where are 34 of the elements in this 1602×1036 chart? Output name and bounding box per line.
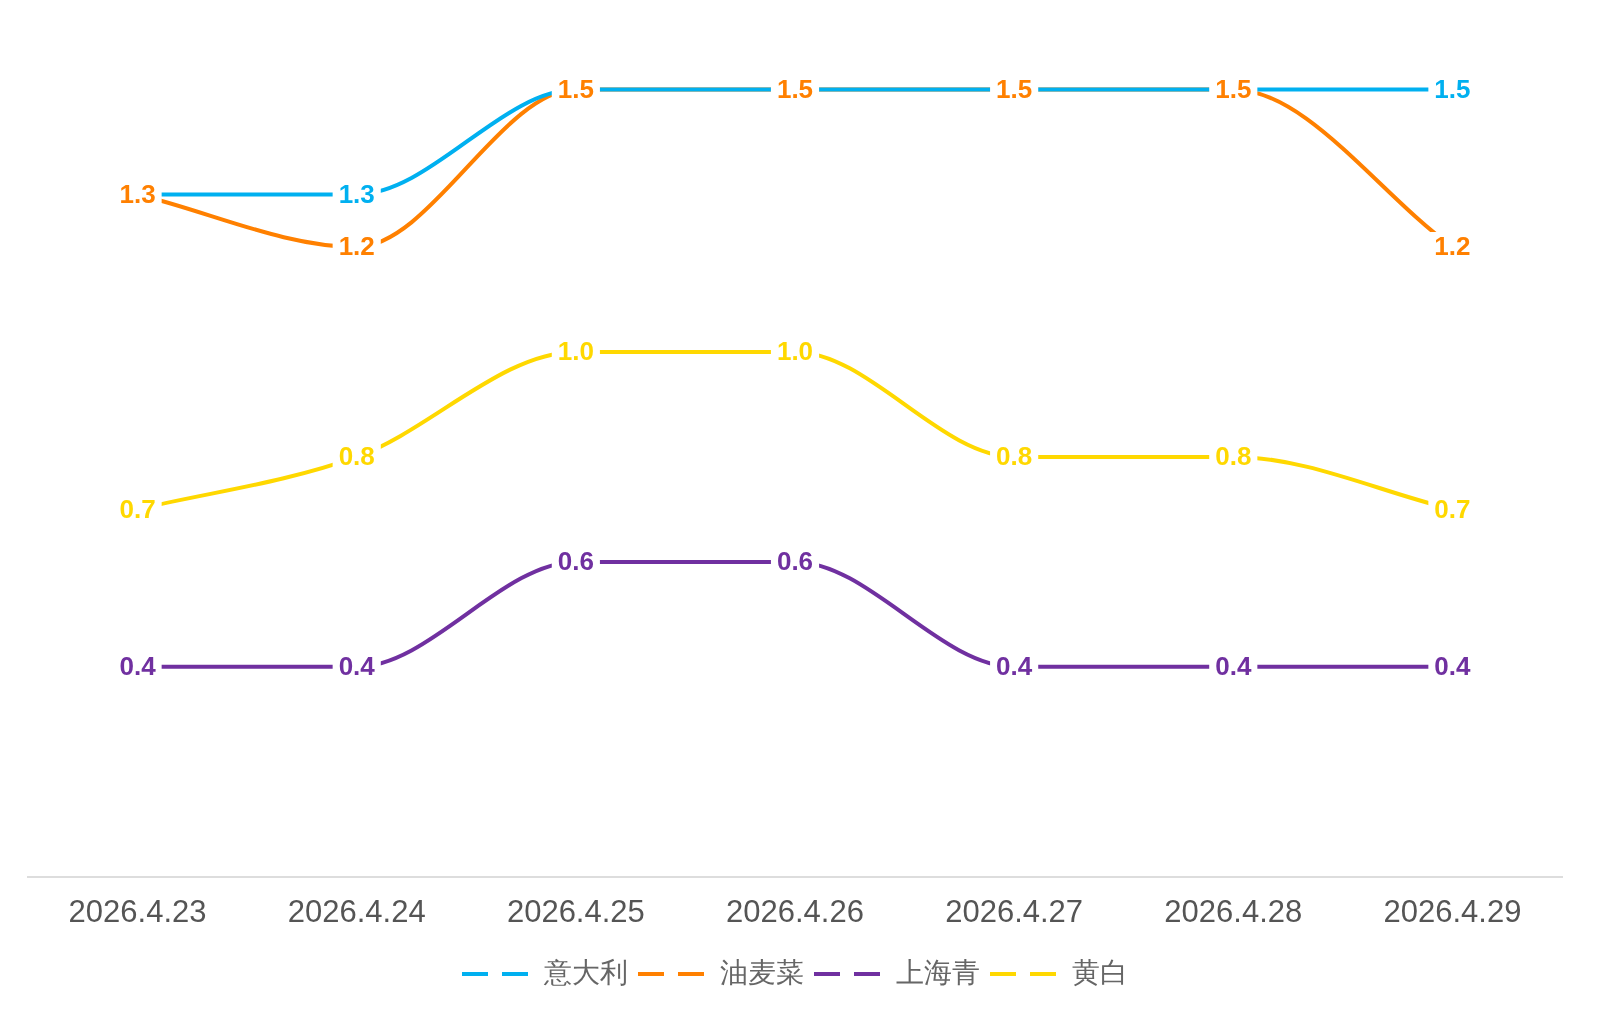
x-tick-label: 2026.4.23 <box>68 893 207 929</box>
data-label: 0.6 <box>776 546 814 577</box>
data-label: 0.7 <box>1434 493 1471 524</box>
data-label: 0.7 <box>119 493 156 524</box>
x-tick-label: 2026.4.24 <box>287 893 426 929</box>
data-label: 0.4 <box>996 651 1033 682</box>
data-label: 0.4 <box>1434 651 1472 682</box>
data-label: 1.2 <box>338 231 375 262</box>
x-tick-label: 2026.4.29 <box>1383 893 1522 929</box>
data-label: 0.4 <box>119 651 157 682</box>
data-label: 0.6 <box>557 546 594 577</box>
data-label: 1.5 <box>557 73 594 104</box>
legend-label: 黄白 <box>1072 956 1128 988</box>
data-label: 1.5 <box>776 73 814 104</box>
data-label: 1.0 <box>557 336 594 367</box>
data-label: 1.5 <box>1215 73 1252 104</box>
x-tick-label: 2026.4.27 <box>945 893 1084 929</box>
data-label: 1.3 <box>119 178 156 209</box>
x-tick-label: 2026.4.26 <box>726 893 864 929</box>
data-label: 0.4 <box>1215 651 1252 682</box>
data-label: 1.0 <box>776 336 814 367</box>
data-label: 1.2 <box>1434 231 1471 262</box>
legend-label: 上海青 <box>896 956 980 988</box>
x-tick-label: 2026.4.25 <box>506 893 645 929</box>
data-label: 0.4 <box>338 651 376 682</box>
x-tick-label: 2026.4.28 <box>1164 893 1303 929</box>
data-label: 1.5 <box>996 73 1033 104</box>
data-label: 0.8 <box>996 441 1033 472</box>
legend-label: 意大利 <box>543 956 628 988</box>
legend-label: 油麦菜 <box>720 956 804 988</box>
data-label: 0.8 <box>338 441 375 472</box>
data-label: 0.8 <box>1215 441 1252 472</box>
data-label: 1.3 <box>338 178 375 209</box>
data-label: 1.5 <box>1434 73 1471 104</box>
